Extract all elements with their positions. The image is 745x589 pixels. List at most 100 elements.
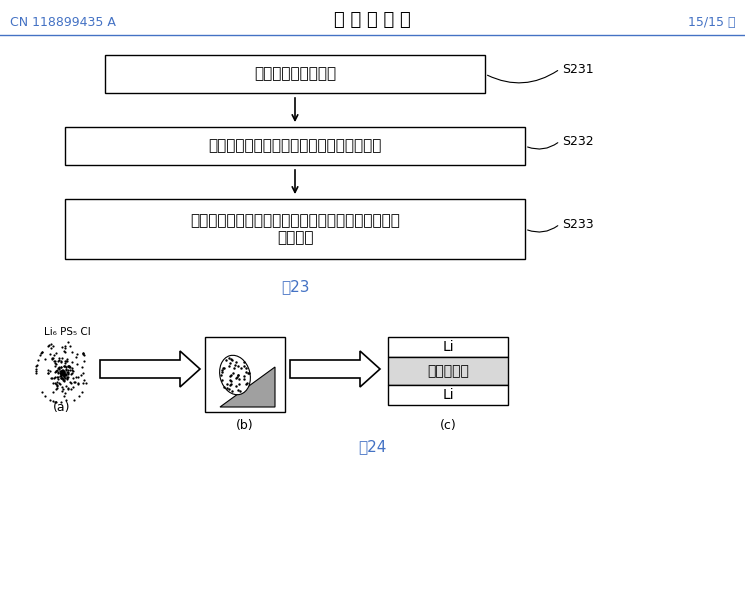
Point: [48, 388, 60, 397]
Text: 图23: 图23: [281, 280, 309, 294]
FancyBboxPatch shape: [105, 55, 485, 93]
FancyBboxPatch shape: [388, 385, 508, 405]
Point: [59, 361, 71, 370]
Point: [57, 372, 69, 381]
Point: [59, 342, 71, 351]
Point: [46, 355, 58, 364]
Point: [50, 385, 62, 394]
Point: [31, 362, 42, 371]
Point: [59, 369, 71, 379]
Point: [60, 369, 72, 379]
Point: [56, 368, 68, 377]
Point: [62, 368, 74, 377]
Text: 说 明 书 附 图: 说 明 书 附 图: [334, 11, 410, 29]
Text: S233: S233: [562, 217, 594, 230]
Point: [66, 369, 77, 379]
Text: 固态电解质: 固态电解质: [427, 364, 469, 378]
Point: [64, 341, 76, 350]
Point: [56, 367, 68, 376]
Point: [60, 382, 72, 391]
Point: [67, 373, 79, 382]
Point: [53, 364, 65, 373]
Point: [58, 361, 70, 370]
Point: [63, 368, 74, 378]
Point: [44, 395, 56, 405]
Point: [61, 356, 73, 366]
Point: [55, 362, 67, 372]
Point: [77, 378, 89, 388]
Point: [39, 355, 51, 364]
Point: [57, 353, 69, 363]
Point: [77, 348, 89, 358]
Point: [73, 391, 85, 401]
Point: [62, 337, 74, 346]
Point: [57, 369, 69, 378]
Point: [54, 398, 66, 407]
Point: [49, 356, 61, 365]
Point: [48, 378, 60, 388]
Point: [56, 369, 68, 378]
Point: [56, 365, 68, 375]
Point: [76, 388, 88, 397]
Point: [36, 348, 48, 357]
Text: Li₆ PS₅ Cl: Li₆ PS₅ Cl: [44, 327, 91, 337]
Point: [62, 372, 74, 382]
Point: [57, 367, 69, 376]
Point: [59, 348, 71, 357]
Point: [56, 367, 68, 376]
Point: [58, 368, 70, 377]
Point: [58, 346, 70, 356]
Text: S231: S231: [562, 62, 594, 75]
Point: [50, 379, 62, 389]
Point: [56, 367, 68, 376]
Point: [54, 379, 66, 389]
FancyBboxPatch shape: [205, 337, 285, 412]
Point: [58, 375, 70, 385]
Point: [48, 353, 60, 362]
Point: [56, 367, 68, 376]
Point: [32, 356, 44, 365]
Point: [55, 368, 67, 378]
Point: [57, 367, 69, 376]
Point: [53, 363, 65, 372]
Point: [52, 356, 64, 366]
Point: [42, 341, 54, 350]
Point: [51, 367, 63, 376]
Point: [58, 362, 70, 371]
Text: 利用掺杂硫化物材料形成硫化物固态电解质: 利用掺杂硫化物材料形成硫化物固态电解质: [209, 138, 381, 154]
Point: [42, 368, 54, 378]
Point: [54, 372, 66, 381]
Point: [56, 367, 68, 376]
Point: [42, 368, 54, 378]
Point: [45, 339, 57, 349]
Point: [59, 368, 71, 378]
FancyBboxPatch shape: [65, 199, 525, 259]
Point: [56, 366, 68, 375]
Point: [53, 355, 65, 365]
Point: [53, 363, 65, 372]
Point: [61, 374, 73, 383]
Point: [56, 369, 68, 378]
Point: [72, 379, 84, 389]
Point: [56, 367, 68, 376]
Point: [58, 370, 70, 380]
Point: [55, 357, 67, 366]
Point: [57, 370, 69, 379]
Point: [51, 380, 63, 390]
Point: [49, 360, 61, 369]
Point: [56, 368, 68, 377]
Point: [55, 370, 67, 379]
Point: [45, 343, 57, 353]
Point: [56, 367, 68, 376]
Point: [52, 374, 64, 383]
Point: [56, 373, 68, 382]
Point: [61, 354, 73, 363]
Point: [63, 362, 74, 371]
Point: [58, 368, 70, 377]
Point: [66, 368, 77, 378]
Text: (a): (a): [53, 401, 71, 413]
Point: [42, 365, 54, 375]
Point: [70, 372, 82, 382]
Point: [47, 396, 59, 406]
Point: [30, 367, 42, 376]
